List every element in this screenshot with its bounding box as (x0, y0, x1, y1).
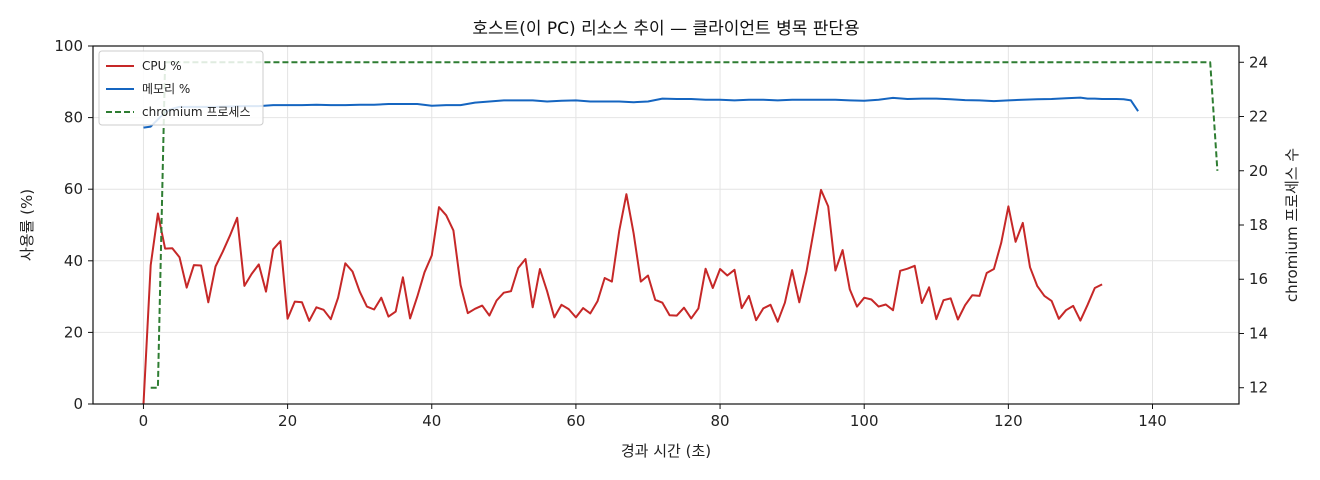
x-tick-label: 80 (711, 412, 730, 430)
y2-tick-label: 20 (1249, 162, 1268, 180)
y2-tick-label: 24 (1249, 53, 1268, 71)
y-axis-label: 사용률 (%) (18, 189, 36, 261)
x-tick-label: 20 (278, 412, 297, 430)
y-tick-label: 60 (64, 180, 83, 198)
series-layer (142, 61, 1219, 405)
y2-tick-label: 16 (1249, 270, 1268, 288)
y-tick-label: 0 (73, 395, 83, 413)
x-axis-label: 경과 시간 (초) (621, 442, 711, 460)
y2-tick-label: 18 (1249, 216, 1268, 234)
legend-label-2: chromium 프로세스 (142, 105, 251, 119)
x-tick-label: 0 (139, 412, 149, 430)
x-tick-label: 120 (994, 412, 1023, 430)
x-tick-label: 100 (850, 412, 879, 430)
y-tick-label: 80 (64, 109, 83, 127)
y2-tick-label: 12 (1249, 379, 1268, 397)
y-tick-label: 20 (64, 323, 83, 341)
legend: CPU % 메모리 % chromium 프로세스 (98, 50, 264, 126)
series-line-1 (143, 96, 1139, 129)
series-line-0 (142, 188, 1103, 405)
ticks: 0 20 40 60 80 100 120 140 0 20 40 60 80 100 12 14 16 18 20… (54, 37, 1268, 430)
legend-label-1: 메모리 % (142, 82, 190, 96)
y2-axis-label: chromium 프로세스 수 (1283, 148, 1301, 302)
x-tick-label: 60 (566, 412, 585, 430)
x-tick-label: 140 (1138, 412, 1167, 430)
x-tick-label: 40 (422, 412, 441, 430)
legend-label-0: CPU % (142, 59, 182, 73)
y2-tick-label: 14 (1249, 324, 1268, 342)
legend-box (98, 50, 264, 126)
y-tick-label: 100 (54, 37, 83, 55)
y2-tick-label: 22 (1249, 108, 1268, 126)
series-line-2 (150, 61, 1219, 389)
chart-title: 호스트(이 PC) 리소스 추이 — 클라이언트 병목 판단용 (472, 19, 859, 39)
y-tick-label: 40 (64, 252, 83, 270)
